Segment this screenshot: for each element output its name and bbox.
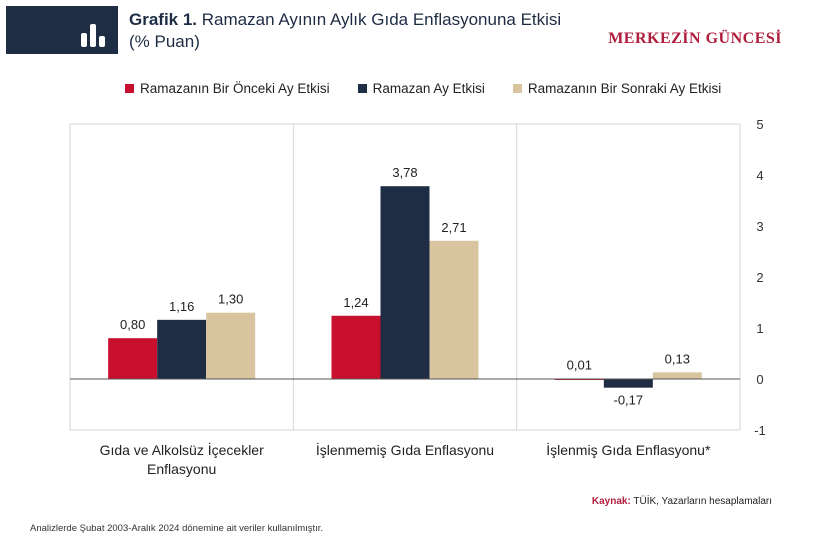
bar (429, 240, 479, 379)
y-tick-label: 3 (756, 219, 763, 234)
data-label: 3,78 (392, 165, 417, 180)
bar (206, 312, 256, 379)
y-tick-label: 0 (756, 372, 763, 387)
category-label: Enflasyonu (147, 461, 216, 477)
legend-item-prev-month: Ramazanın Bir Önceki Ay Etkisi (125, 81, 330, 96)
y-tick-label: 1 (756, 321, 763, 336)
legend-item-ramadan-month: Ramazan Ay Etkisi (357, 81, 485, 96)
data-label: 1,30 (218, 292, 243, 307)
data-label: 1,16 (169, 299, 194, 314)
data-label: 0,80 (120, 317, 145, 332)
title-text: Ramazan Ayının Aylık Gıda Enflasyonuna E… (201, 10, 562, 29)
header-icon-box (6, 6, 118, 54)
category-label: İşlenmiş Gıda Enflasyonu* (546, 441, 711, 458)
category-label: Gıda ve Alkolsüz İçecekler (100, 441, 265, 458)
title-prefix: Grafik 1. (129, 10, 198, 29)
y-tick-label: 4 (756, 168, 763, 183)
footnote: Analizlerde Şubat 2003-Aralık 2024 dönem… (30, 523, 324, 534)
legend-swatch-ramadan-month (357, 84, 367, 93)
data-label: -0,17 (614, 393, 644, 408)
legend-swatch-next-month (512, 84, 522, 93)
chart-title: Grafik 1. Ramazan Ayının Aylık Gıda Enfl… (129, 9, 609, 53)
data-label: 0,01 (567, 357, 592, 372)
brand-logo-text: MERKEZİN GÜNCESİ (608, 30, 782, 47)
bar (652, 372, 702, 379)
data-label: 0,13 (665, 351, 690, 366)
legend-item-next-month: Ramazanın Bir Sonraki Ay Etkisi (512, 81, 722, 96)
chart-subtitle: (% Puan) (129, 32, 200, 51)
bar (331, 315, 381, 379)
y-tick-label: 5 (756, 117, 763, 132)
bar-chart-icon (81, 24, 105, 47)
bar (108, 338, 158, 379)
chart-legend: Ramazanın Bir Önceki Ay Etkisi Ramazan A… (125, 81, 721, 96)
y-tick-label: -1 (754, 423, 766, 438)
source-note: Kaynak: TÜİK, Yazarların hesaplamaları (592, 496, 772, 507)
legend-label-next-month: Ramazanın Bir Sonraki Ay Etkisi (527, 81, 722, 96)
bar (603, 379, 653, 388)
category-label: İşlenmemiş Gıda Enflasyonu (316, 441, 494, 458)
source-label: Kaynak: (591, 496, 631, 507)
bar (157, 319, 207, 379)
data-label: 1,24 (343, 295, 368, 310)
data-label: 2,71 (441, 220, 466, 235)
bar (380, 186, 430, 379)
legend-label-prev-month: Ramazanın Bir Önceki Ay Etkisi (140, 81, 330, 96)
source-text: TÜİK, Yazarların hesaplamaları (633, 496, 772, 507)
legend-label-ramadan-month: Ramazan Ay Etkisi (372, 81, 485, 96)
legend-swatch-prev-month (125, 84, 134, 93)
y-tick-label: 2 (756, 270, 763, 285)
